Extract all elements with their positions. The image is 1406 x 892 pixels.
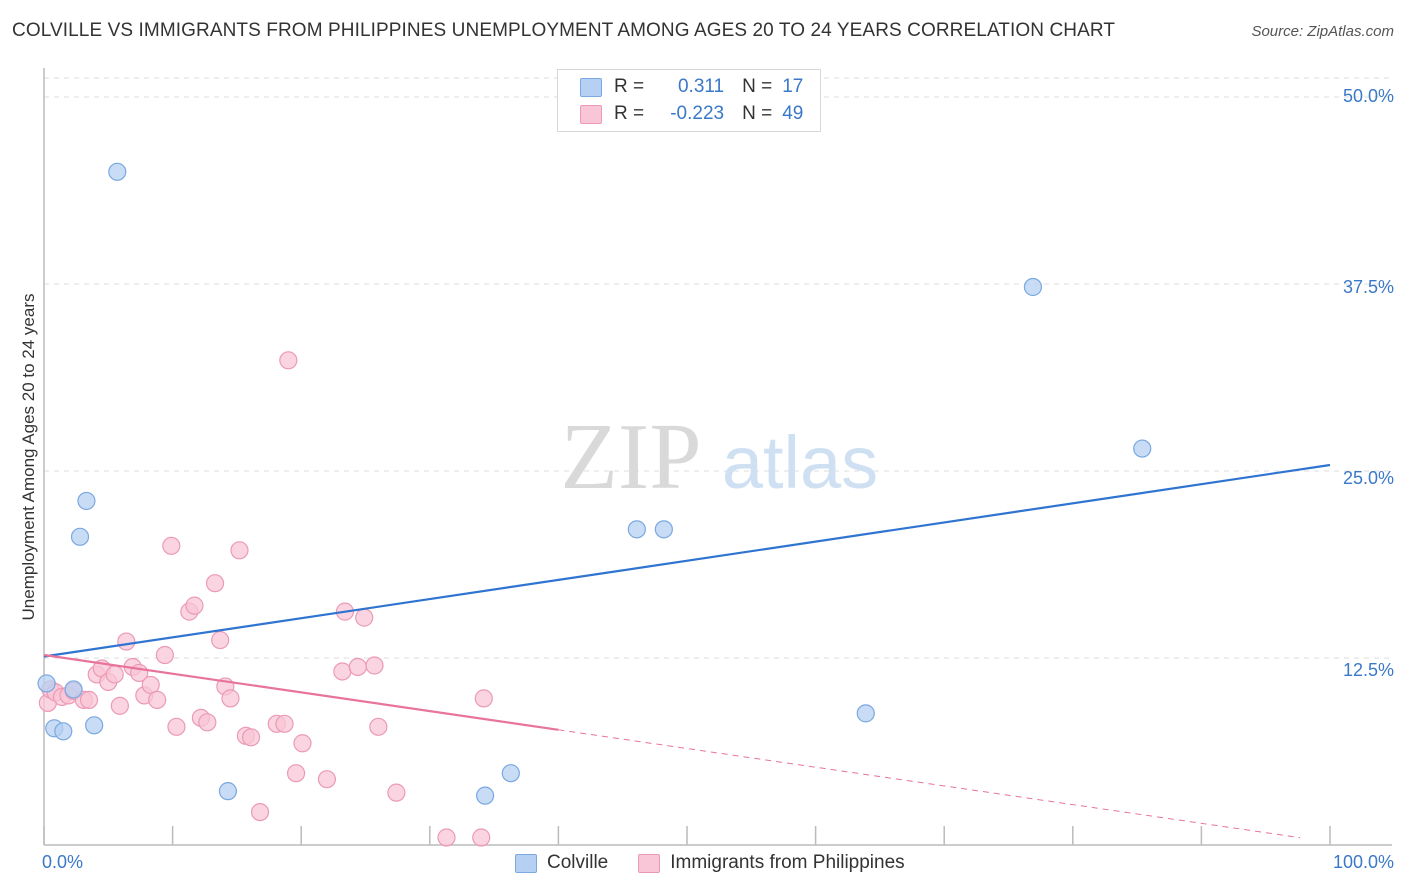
philippines-point	[185, 596, 204, 615]
colville-swatch	[515, 853, 537, 873]
philippines-point	[148, 690, 167, 709]
r-label: R =	[614, 76, 645, 97]
colville-point	[218, 782, 237, 801]
philippines-point	[221, 689, 240, 708]
philippines-point	[241, 728, 261, 747]
philippines-point	[286, 764, 306, 783]
colville-trend-line	[43, 463, 1331, 658]
philippines-point	[333, 662, 352, 681]
philippines-point	[250, 802, 270, 822]
colville-point	[654, 520, 673, 539]
axes	[43, 68, 1392, 846]
colville-point	[54, 722, 73, 741]
philippines-r-value: -0.223	[670, 103, 725, 124]
chart-title: COLVILLE VS IMMIGRANTS FROM PHILIPPINES …	[12, 20, 1116, 41]
colville-point	[108, 162, 127, 181]
y-tick-label: 25.0%	[1342, 468, 1394, 488]
colville-point	[627, 520, 646, 539]
philippines-trend-line-extension	[558, 729, 1301, 839]
philippines-point	[355, 608, 374, 627]
colville-point	[856, 704, 875, 723]
philippines-point	[198, 713, 217, 732]
philippines-point	[348, 657, 367, 677]
correlation-legend: R = 0.311 N = 17 R = -0.223 N = 49	[557, 69, 821, 132]
source-label: Source: ZipAtlas.com	[1251, 23, 1394, 40]
watermark-atlas: atlas	[722, 421, 878, 504]
colville-point	[501, 764, 520, 783]
y-tick-label: 37.5%	[1342, 277, 1394, 297]
legend-row-philippines: R = -0.223 N = 49	[580, 102, 803, 126]
legend-item-philippines[interactable]: Immigrants from Philippines	[638, 852, 905, 874]
philippines-n-value: 49	[782, 103, 804, 124]
r-label: R =	[614, 103, 645, 124]
philippines-point	[279, 351, 298, 370]
colville-r-value: 0.311	[677, 76, 725, 97]
philippines-point	[79, 690, 99, 709]
philippines-point	[105, 665, 124, 684]
colville-point	[70, 527, 90, 546]
philippines-point	[275, 714, 294, 733]
philippines-point	[365, 656, 384, 675]
data-points	[37, 162, 1152, 847]
philippines-point	[162, 536, 181, 555]
philippines-point	[117, 632, 136, 651]
colville-point	[37, 674, 56, 693]
colville-n-value: 17	[782, 76, 804, 97]
philippines-point	[437, 828, 456, 847]
philippines-swatch	[580, 104, 602, 124]
philippines-point	[472, 828, 491, 847]
x-tick-label-max: 100.0%	[1332, 852, 1394, 872]
colville-point	[64, 680, 83, 699]
colville-point	[77, 491, 96, 511]
trend-lines	[43, 463, 1331, 839]
series-legend: Colville Immigrants from Philippines	[515, 852, 935, 874]
philippines-point	[474, 689, 493, 708]
gridlines	[44, 77, 1392, 659]
watermark-zip: ZIP	[561, 405, 702, 509]
philippines-point	[167, 717, 186, 736]
philippines-point	[141, 675, 160, 695]
philippines-point	[387, 783, 406, 802]
n-label: N =	[742, 76, 773, 97]
legend-row-colville: R = 0.311 N = 17	[580, 75, 803, 99]
colville-point	[1133, 439, 1152, 458]
colville-point	[85, 716, 104, 735]
y-axis-label: Unemployment Among Ages 20 to 24 years	[19, 293, 38, 621]
philippines-swatch	[638, 853, 661, 873]
philippines-point	[205, 574, 225, 593]
philippines-point	[211, 630, 230, 650]
watermark: ZIP atlas	[561, 405, 879, 509]
n-label: N =	[742, 103, 773, 124]
legend-label-philippines: Immigrants from Philippines	[670, 852, 905, 873]
legend-item-colville[interactable]: Colville	[515, 852, 608, 874]
y-tick-label: 50.0%	[1342, 86, 1394, 106]
philippines-point	[369, 717, 388, 736]
colville-point	[475, 786, 495, 805]
philippines-trend-line	[43, 653, 559, 731]
colville-point	[1023, 277, 1043, 297]
philippines-point	[110, 696, 129, 715]
y-tick-label: 12.5%	[1342, 660, 1394, 680]
x-tick-label-min: 0.0%	[42, 852, 84, 872]
philippines-point	[230, 541, 249, 560]
colville-swatch	[580, 77, 602, 97]
legend-label-colville: Colville	[547, 852, 609, 873]
philippines-point	[317, 770, 337, 789]
philippines-point	[293, 734, 312, 753]
philippines-point	[155, 645, 174, 665]
